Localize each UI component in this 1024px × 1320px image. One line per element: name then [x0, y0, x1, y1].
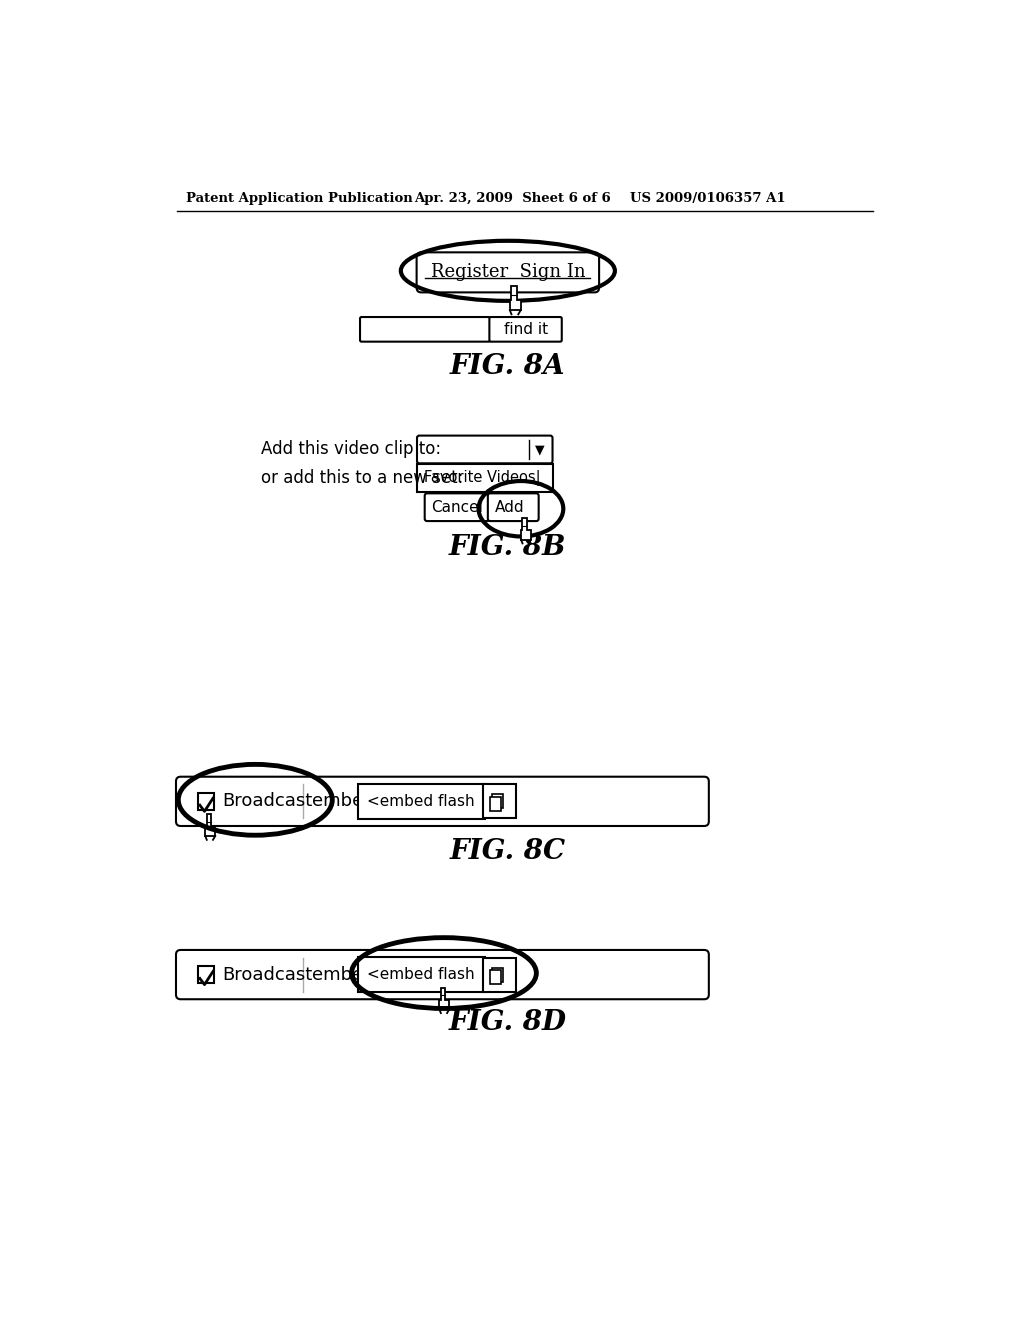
Text: FIG. 8C: FIG. 8C	[450, 838, 566, 865]
Text: Favorite Videos|: Favorite Videos|	[424, 470, 541, 486]
Text: Broadcast: Broadcast	[222, 792, 312, 810]
FancyBboxPatch shape	[358, 957, 484, 993]
Text: Register  Sign In: Register Sign In	[430, 264, 585, 281]
Bar	[490, 797, 501, 810]
Bar	[493, 968, 503, 982]
Text: <embed flash: <embed flash	[367, 793, 474, 809]
FancyBboxPatch shape	[176, 950, 709, 999]
Bar	[490, 970, 501, 983]
FancyBboxPatch shape	[487, 494, 539, 521]
FancyBboxPatch shape	[417, 252, 599, 293]
Text: or add this to a new set:: or add this to a new set:	[261, 469, 464, 487]
Text: embed: embed	[312, 792, 375, 810]
Polygon shape	[439, 987, 450, 1010]
FancyBboxPatch shape	[489, 317, 562, 342]
FancyBboxPatch shape	[483, 784, 515, 818]
Text: Cancel: Cancel	[431, 500, 483, 515]
FancyBboxPatch shape	[417, 436, 553, 463]
Text: FIG. 8B: FIG. 8B	[450, 533, 566, 561]
FancyBboxPatch shape	[483, 958, 515, 991]
Polygon shape	[510, 286, 521, 310]
Polygon shape	[205, 814, 215, 836]
Text: embed: embed	[312, 966, 375, 983]
FancyBboxPatch shape	[425, 494, 489, 521]
Text: ▼: ▼	[535, 444, 544, 455]
Text: Patent Application Publication: Patent Application Publication	[186, 191, 413, 205]
FancyBboxPatch shape	[176, 776, 709, 826]
Text: FIG. 8A: FIG. 8A	[451, 352, 565, 380]
Text: Add this video clip to:: Add this video clip to:	[261, 441, 441, 458]
Text: Add: Add	[496, 500, 525, 515]
Bar	[198, 966, 214, 983]
FancyBboxPatch shape	[417, 465, 553, 492]
Polygon shape	[521, 517, 531, 540]
Text: FIG. 8D: FIG. 8D	[449, 1008, 567, 1036]
Text: Broadcast: Broadcast	[222, 966, 312, 983]
Text: Apr. 23, 2009  Sheet 6 of 6: Apr. 23, 2009 Sheet 6 of 6	[414, 191, 610, 205]
FancyBboxPatch shape	[358, 784, 484, 818]
FancyBboxPatch shape	[360, 317, 490, 342]
Text: <embed flash: <embed flash	[367, 968, 474, 982]
Text: find it: find it	[504, 322, 548, 337]
Text: US 2009/0106357 A1: US 2009/0106357 A1	[630, 191, 785, 205]
Bar	[198, 793, 214, 810]
Bar	[493, 795, 503, 808]
